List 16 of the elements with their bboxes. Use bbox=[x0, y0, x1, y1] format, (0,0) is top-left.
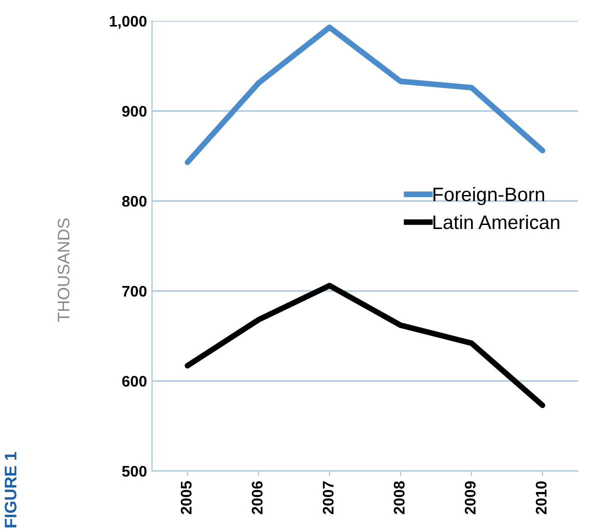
y-tick-label: 700 bbox=[122, 286, 147, 297]
x-tick-label: 2006 bbox=[252, 481, 263, 514]
y-tick-label: 500 bbox=[122, 466, 147, 477]
y-tick-label: 800 bbox=[122, 196, 147, 207]
x-tick-label: 2010 bbox=[536, 481, 547, 514]
x-tick-label: 2008 bbox=[394, 481, 405, 514]
x-tick-label: 2007 bbox=[322, 481, 334, 514]
y-axis-title: THOUSANDS bbox=[58, 218, 70, 322]
caption: FIGURE 1 bbox=[4, 452, 16, 528]
x-tick-label: 2009 bbox=[464, 481, 476, 514]
x-tick-label: 2005 bbox=[180, 481, 192, 514]
y-tick-label: 900 bbox=[122, 106, 147, 117]
y-tick-label: 1,000 bbox=[110, 16, 147, 29]
legend-label: Latin American bbox=[433, 214, 560, 230]
legend-label: Foreign-Born bbox=[433, 187, 544, 206]
y-tick-label: 600 bbox=[122, 376, 147, 387]
